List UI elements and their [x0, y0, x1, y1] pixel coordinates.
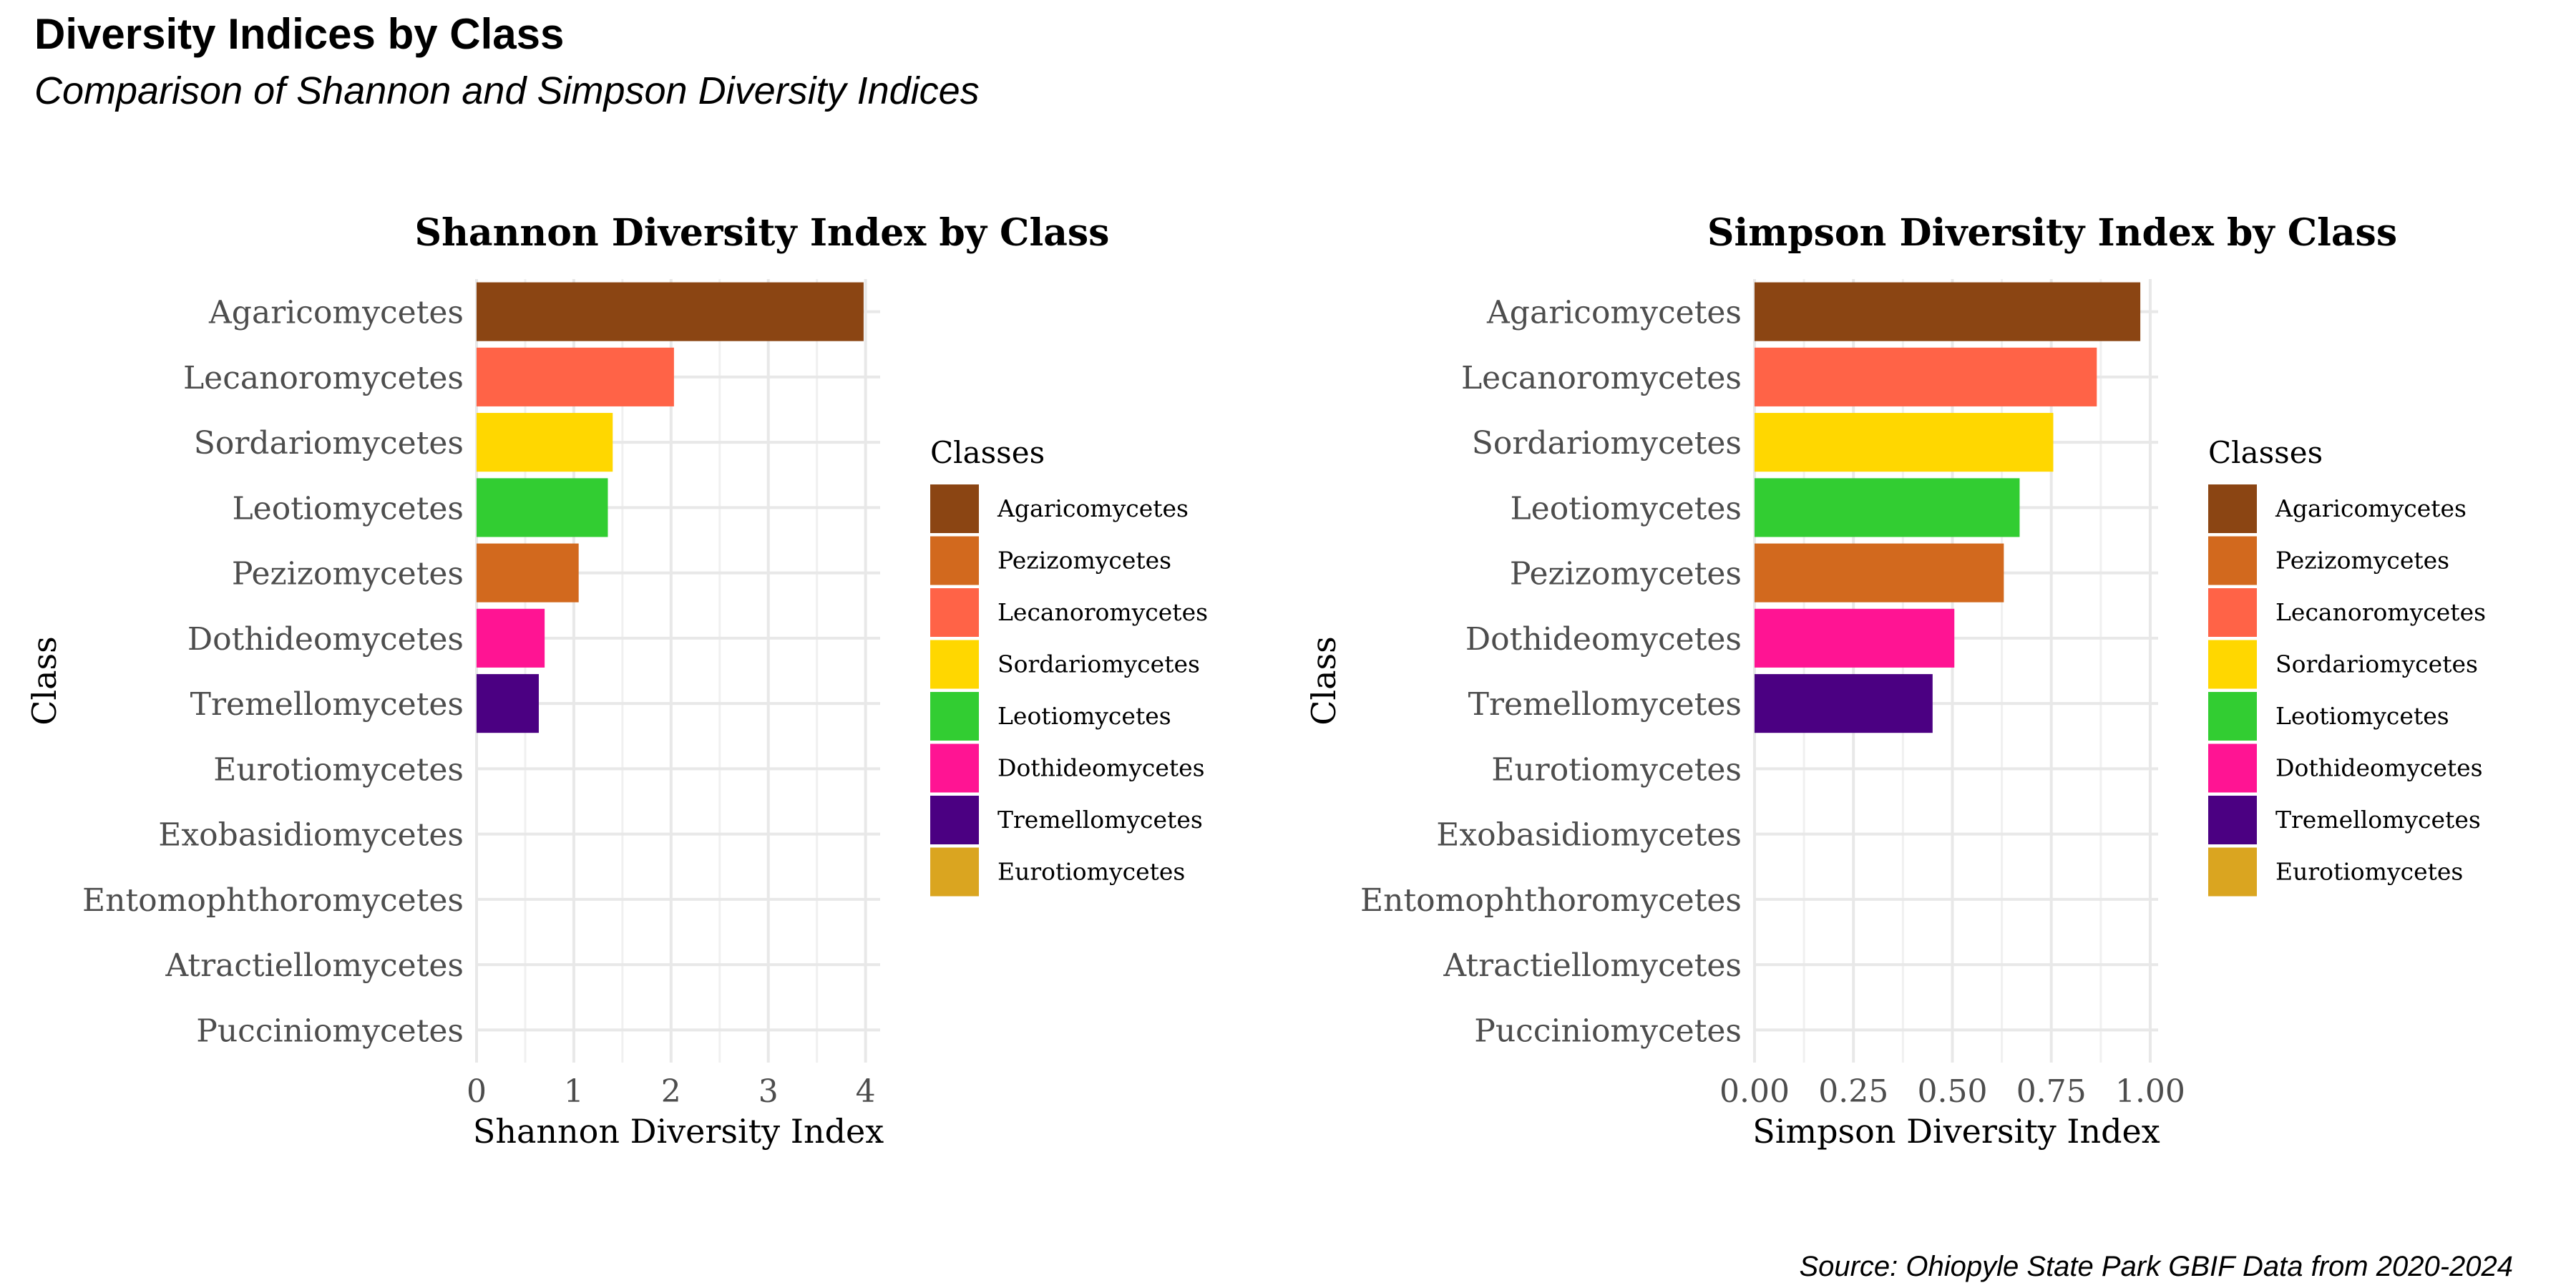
simpson-bar-sordariomycetes [1755, 413, 2054, 472]
simpson-x-tick-label: 0.75 [2016, 1073, 2087, 1110]
shannon-legend-label: Dothideomycetes [997, 754, 1205, 782]
simpson-category-label: Lecanoromycetes [1461, 360, 1742, 396]
simpson-x-tick-label: 0.50 [1917, 1073, 1987, 1110]
shannon-category-label: Exobasidiomycetes [158, 817, 464, 854]
shannon-legend: Classes Agaricomycetes Pezizomycetes Lecano… [930, 435, 1208, 897]
simpson-x-tick-label: 1.00 [2115, 1073, 2185, 1110]
shannon-category-label: Dothideomycetes [187, 621, 464, 658]
simpson-legend-label: Leotiomycetes [2275, 702, 2449, 730]
shannon-legend-key-leotiomycetes [930, 692, 979, 741]
simpson-legend: Classes Agaricomycetes Pezizomycetes Lecano… [2208, 435, 2486, 897]
shannon-legend-key-dothideomycetes [930, 743, 979, 793]
shannon-legend-title: Classes [930, 435, 1045, 470]
shannon-legend-label: Agaricomycetes [997, 494, 1189, 522]
shannon-chart-title: Shannon Diversity Index by Class [415, 211, 1110, 255]
shannon-x-axis-title: Shannon Diversity Index [473, 1112, 884, 1151]
simpson-legend-key-agaricomycetes [2208, 484, 2257, 533]
shannon-panel: Shannon Diversity Index by Class Agaricom… [25, 211, 1208, 1151]
simpson-legend-label: Pezizomycetes [2275, 547, 2449, 575]
shannon-category-label: Pucciniomycetes [196, 1013, 464, 1049]
simpson-category-label: Pucciniomycetes [1474, 1013, 1742, 1049]
shannon-category-label: Tremellomycetes [190, 686, 464, 723]
shannon-legend-label: Leotiomycetes [997, 702, 1171, 730]
shannon-legend-key-pezizomycetes [930, 536, 979, 585]
shannon-category-label: Agaricomycetes [208, 295, 464, 331]
simpson-legend-label: Lecanoromycetes [2275, 598, 2486, 626]
shannon-legend-label: Pezizomycetes [997, 547, 1171, 575]
simpson-x-tick-label: 0.00 [1719, 1073, 1790, 1110]
simpson-legend-key-lecanoromycetes [2208, 588, 2257, 637]
shannon-bar-dothideomycetes [477, 608, 545, 668]
simpson-legend-label: Eurotiomycetes [2275, 858, 2463, 886]
shannon-legend-key-eurotiomycetes [930, 847, 979, 897]
simpson-bar-leotiomycetes [1755, 478, 2020, 537]
simpson-y-axis-title: Class [1304, 636, 1343, 726]
shannon-legend-label: Lecanoromycetes [997, 598, 1208, 626]
shannon-category-label: Pezizomycetes [232, 556, 464, 592]
simpson-legend-key-dothideomycetes [2208, 743, 2257, 793]
shannon-category-label: Entomophthoromycetes [82, 882, 464, 919]
simpson-legend-label: Sordariomycetes [2275, 650, 2478, 678]
simpson-bar-pezizomycetes [1755, 543, 2004, 602]
simpson-bar-dothideomycetes [1755, 608, 1955, 668]
simpson-category-label: Leotiomycetes [1510, 490, 1742, 527]
shannon-x-tick-label: 1 [564, 1073, 584, 1110]
simpson-category-label: Agaricomycetes [1486, 295, 1742, 331]
page-subtitle: Comparison of Shannon and Simpson Divers… [34, 69, 980, 112]
simpson-legend-key-eurotiomycetes [2208, 847, 2257, 897]
shannon-x-tick-label: 4 [856, 1073, 876, 1110]
simpson-legend-key-pezizomycetes [2208, 536, 2257, 585]
simpson-category-label: Exobasidiomycetes [1436, 817, 1742, 854]
simpson-category-label: Sordariomycetes [1472, 425, 1742, 462]
shannon-bar-tremellomycetes [477, 674, 539, 733]
simpson-legend-label: Tremellomycetes [2275, 806, 2481, 834]
simpson-legend-label: Agaricomycetes [2275, 494, 2467, 522]
simpson-category-label: Pezizomycetes [1510, 556, 1742, 592]
source-caption: Source: Ohiopyle State Park GBIF Data fr… [1799, 1251, 2513, 1282]
shannon-x-tick-label: 2 [661, 1073, 681, 1110]
shannon-bar-leotiomycetes [477, 478, 608, 537]
shannon-bar-sordariomycetes [477, 413, 613, 472]
shannon-category-label: Eurotiomycetes [213, 751, 464, 788]
shannon-bar-lecanoromycetes [477, 347, 674, 406]
simpson-legend-title: Classes [2208, 435, 2323, 470]
shannon-legend-key-tremellomycetes [930, 796, 979, 844]
simpson-bar-agaricomycetes [1755, 282, 2141, 341]
shannon-x-tick-label: 3 [758, 1073, 779, 1110]
simpson-bar-lecanoromycetes [1755, 347, 2097, 406]
shannon-legend-label: Eurotiomycetes [997, 858, 1185, 886]
shannon-legend-key-lecanoromycetes [930, 588, 979, 637]
shannon-legend-label: Sordariomycetes [997, 650, 1200, 678]
simpson-legend-key-leotiomycetes [2208, 692, 2257, 741]
shannon-category-label: Lecanoromycetes [183, 360, 464, 396]
shannon-category-label: Sordariomycetes [194, 425, 464, 462]
shannon-bar-pezizomycetes [477, 543, 579, 602]
simpson-panel: Simpson Diversity Index by Class Agaricom… [1304, 211, 2486, 1151]
shannon-legend-key-agaricomycetes [930, 484, 979, 533]
simpson-legend-key-sordariomycetes [2208, 640, 2257, 689]
simpson-legend-key-tremellomycetes [2208, 796, 2257, 844]
shannon-legend-label: Tremellomycetes [997, 806, 1203, 834]
simpson-x-axis-title: Simpson Diversity Index [1752, 1112, 2160, 1151]
simpson-x-tick-label: 0.25 [1818, 1073, 1888, 1110]
simpson-bar-tremellomycetes [1755, 674, 1933, 733]
simpson-chart-title: Simpson Diversity Index by Class [1707, 211, 2397, 255]
page-title: Diversity Indices by Class [34, 10, 564, 58]
simpson-category-label: Atractiellomycetes [1443, 947, 1742, 984]
simpson-category-label: Dothideomycetes [1465, 621, 1742, 658]
simpson-category-label: Tremellomycetes [1468, 686, 1742, 723]
simpson-category-label: Eurotiomycetes [1491, 751, 1742, 788]
simpson-category-label: Entomophthoromycetes [1360, 882, 1742, 919]
simpson-legend-label: Dothideomycetes [2275, 754, 2483, 782]
shannon-x-tick-label: 0 [467, 1073, 487, 1110]
shannon-category-label: Atractiellomycetes [165, 947, 464, 984]
shannon-y-axis-title: Class [25, 636, 64, 726]
shannon-legend-key-sordariomycetes [930, 640, 979, 689]
shannon-bar-agaricomycetes [477, 282, 864, 341]
shannon-category-label: Leotiomycetes [232, 490, 464, 527]
